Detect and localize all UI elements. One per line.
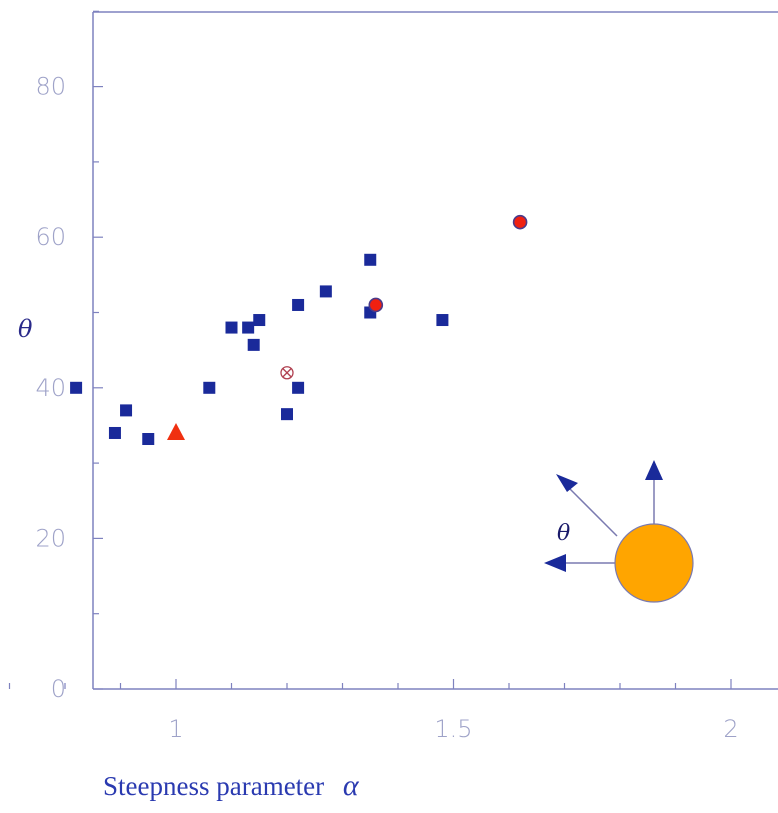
y-tick-label: 80: [35, 73, 66, 101]
circled-x-ring: [280, 366, 294, 380]
inset-arrowhead-diagonal: [556, 474, 578, 492]
square-marker: [203, 381, 216, 394]
square-marker: [292, 298, 305, 311]
sphere-inset: θ: [544, 460, 694, 603]
y-tick-label: 40: [35, 374, 66, 402]
inset-arrowhead-vertical: [645, 460, 663, 480]
square-marker: [319, 285, 332, 298]
inset-arrow-diagonal: [564, 483, 618, 537]
x-axis-label-text: Steepness parameter: [103, 771, 324, 801]
square-marker: [242, 321, 255, 334]
ticks: 11.522.53020406080: [8, 10, 739, 743]
square-marker: [364, 253, 377, 266]
circle-marker: [368, 297, 384, 313]
square-marker: [253, 314, 266, 327]
square-marker: [281, 408, 293, 421]
y-tick-label: 20: [35, 524, 66, 552]
data-marks: [70, 214, 528, 446]
square-marker: [225, 321, 238, 334]
y-axis-label: θ: [18, 315, 33, 343]
square-marker: [247, 338, 260, 351]
inset-theta-label: θ: [557, 521, 570, 546]
square-marker: [70, 381, 83, 394]
inset-arrowhead-horizontal: [544, 554, 566, 572]
x-tick-label: 1.5: [434, 715, 472, 743]
circled-x-stroke: [282, 368, 292, 378]
axes: [92, 11, 778, 690]
square-marker: [120, 404, 133, 417]
square-marker: [108, 426, 121, 439]
x-tick-label: 2: [723, 715, 738, 743]
x-tick-label: 1: [168, 715, 183, 743]
square-marker: [292, 381, 305, 394]
x-axis-label-symbol: α: [343, 769, 360, 802]
y-tick-label: 60: [35, 223, 66, 251]
inset-sphere: [614, 523, 694, 603]
circle-marker: [512, 214, 528, 230]
square-marker: [142, 433, 155, 446]
y-tick-label: 0: [51, 675, 66, 703]
square-marker: [436, 314, 449, 327]
x-axis-label: Steepness parameter α: [103, 769, 360, 802]
triangle-marker: [167, 422, 185, 440]
circled-x-marker: [280, 366, 294, 380]
